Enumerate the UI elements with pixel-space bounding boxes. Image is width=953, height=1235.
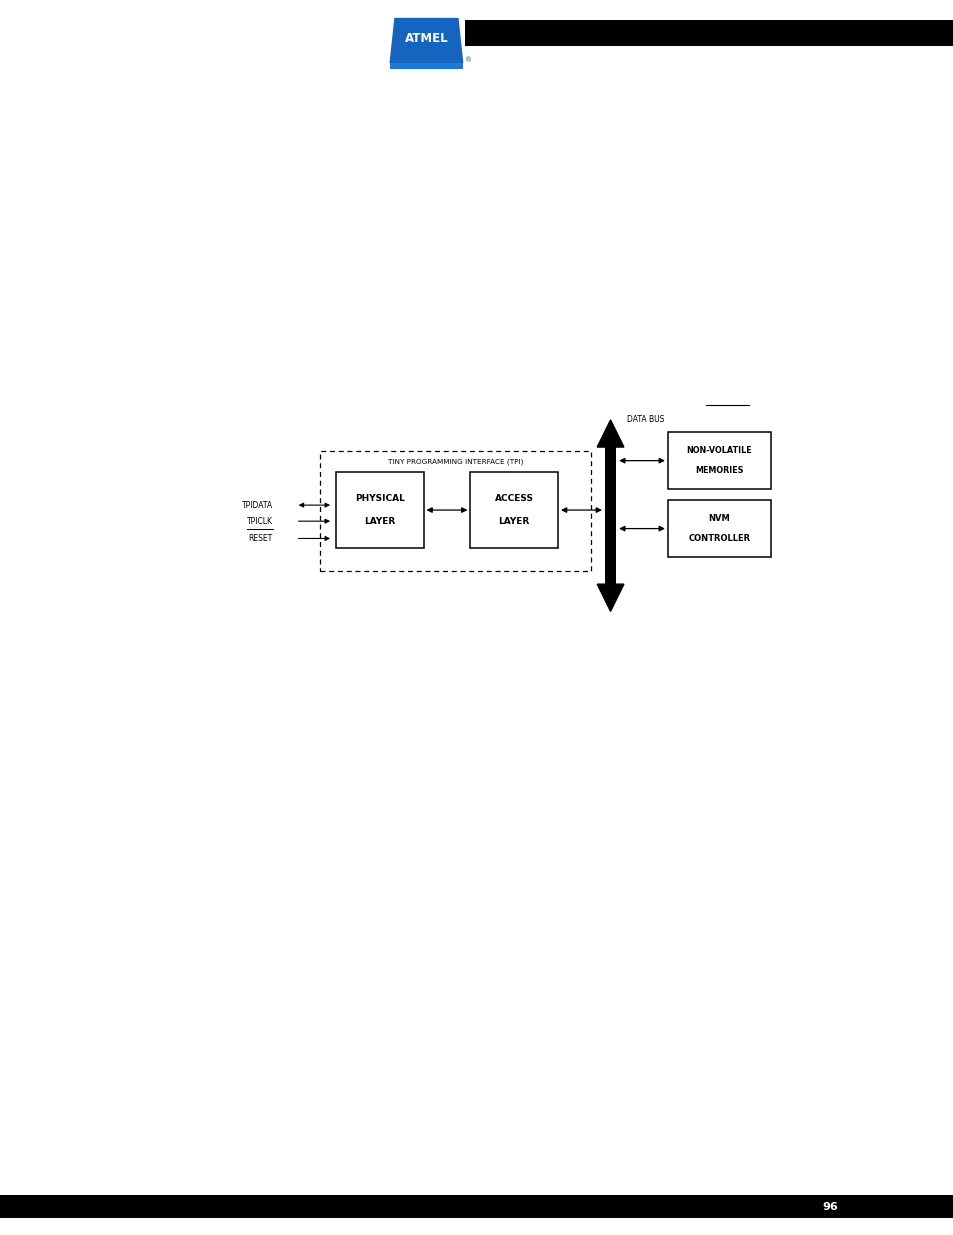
Text: TPICLK: TPICLK (247, 516, 273, 526)
Text: NVM: NVM (708, 514, 729, 524)
Text: LAYER: LAYER (364, 516, 395, 526)
Text: PHYSICAL: PHYSICAL (355, 494, 404, 504)
Text: RESET: RESET (249, 534, 273, 543)
Text: 96: 96 (821, 1202, 837, 1212)
Polygon shape (390, 63, 462, 69)
Text: DATA BUS: DATA BUS (626, 415, 663, 424)
Text: TPIDATA: TPIDATA (241, 500, 273, 510)
FancyBboxPatch shape (470, 472, 558, 548)
FancyBboxPatch shape (335, 472, 423, 548)
Bar (0, 1195, 953, 1218)
Bar (604, 447, 616, 584)
Bar (464, 20, 953, 46)
Text: ATMEL: ATMEL (404, 32, 448, 44)
FancyBboxPatch shape (667, 432, 770, 489)
Polygon shape (597, 420, 623, 447)
Text: CONTROLLER: CONTROLLER (687, 534, 750, 543)
Text: NON-VOLATILE: NON-VOLATILE (686, 446, 751, 456)
FancyBboxPatch shape (667, 500, 770, 557)
Text: ®: ® (464, 57, 471, 63)
Text: ACCESS: ACCESS (495, 494, 533, 504)
Text: LAYER: LAYER (498, 516, 529, 526)
Text: MEMORIES: MEMORIES (695, 466, 742, 475)
Polygon shape (390, 19, 462, 63)
Text: TINY PROGRAMMING INTERFACE (TPI): TINY PROGRAMMING INTERFACE (TPI) (388, 458, 522, 464)
Polygon shape (597, 584, 623, 611)
